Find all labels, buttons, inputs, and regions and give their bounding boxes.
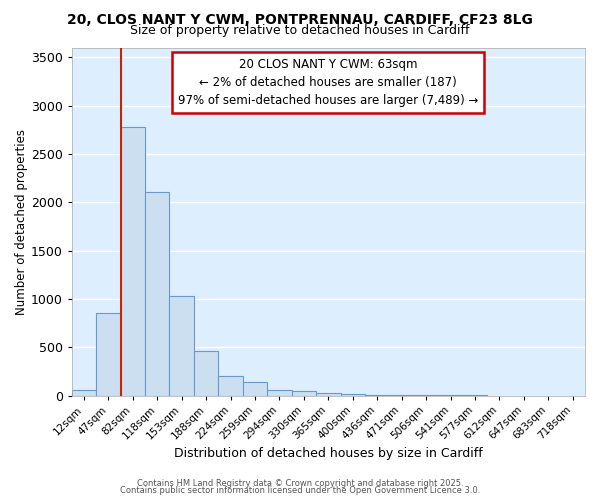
- Y-axis label: Number of detached properties: Number of detached properties: [15, 128, 28, 314]
- Text: Contains HM Land Registry data © Crown copyright and database right 2025.: Contains HM Land Registry data © Crown c…: [137, 478, 463, 488]
- Bar: [96, 313, 121, 396]
- Bar: [341, 394, 365, 396]
- Bar: [243, 382, 267, 396]
- Bar: [121, 128, 145, 396]
- Text: Size of property relative to detached houses in Cardiff: Size of property relative to detached ho…: [130, 24, 470, 37]
- Bar: [316, 393, 341, 396]
- Bar: [218, 376, 243, 396]
- Bar: [71, 390, 96, 396]
- Bar: [267, 390, 292, 396]
- Bar: [292, 391, 316, 396]
- Text: 20 CLOS NANT Y CWM: 63sqm
← 2% of detached houses are smaller (187)
97% of semi-: 20 CLOS NANT Y CWM: 63sqm ← 2% of detach…: [178, 58, 479, 107]
- Bar: [365, 395, 389, 396]
- Bar: [169, 296, 194, 396]
- Bar: [194, 351, 218, 396]
- X-axis label: Distribution of detached houses by size in Cardiff: Distribution of detached houses by size …: [174, 447, 483, 460]
- Bar: [145, 192, 169, 396]
- Text: 20, CLOS NANT Y CWM, PONTPRENNAU, CARDIFF, CF23 8LG: 20, CLOS NANT Y CWM, PONTPRENNAU, CARDIF…: [67, 12, 533, 26]
- Text: Contains public sector information licensed under the Open Government Licence 3.: Contains public sector information licen…: [120, 486, 480, 495]
